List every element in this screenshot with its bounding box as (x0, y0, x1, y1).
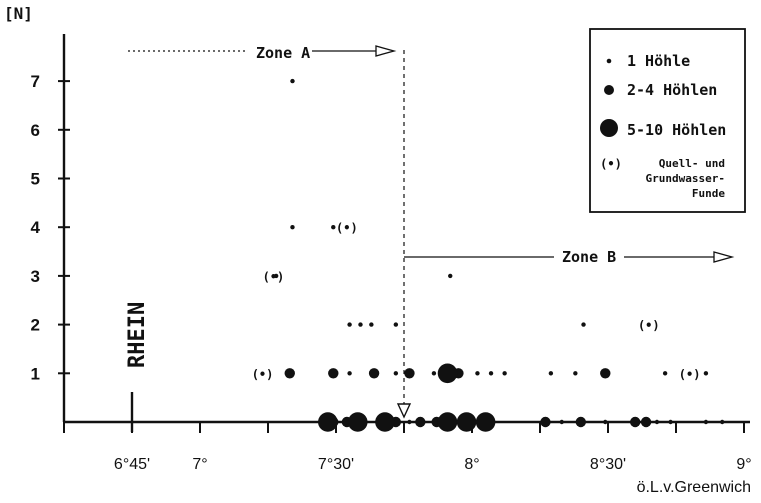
source-point-1: (•) (263, 270, 285, 284)
x-tick-label-5: 8°30' (590, 456, 626, 473)
x-tick-label-1: 6°45' (114, 456, 150, 473)
legend-label-1: 1 Höhle (627, 52, 690, 70)
y-tick-label-5: 5 (31, 170, 40, 189)
large-point-3-2 (347, 412, 368, 432)
y-tick-label-3: 3 (31, 267, 40, 286)
small-point-1-19 (573, 371, 578, 376)
source-point-4: (•) (638, 319, 660, 333)
zone-b-label: Zone B (562, 248, 616, 266)
x-tick-label-4: 8° (464, 456, 479, 473)
small-point-1-17 (502, 371, 507, 376)
legend-label-4: Quell- und Grundwasser-Funde (646, 157, 726, 200)
small-point-1-9 (448, 273, 453, 279)
y-tick-label-1: 1 (31, 364, 40, 383)
large-point-3-1 (318, 412, 338, 432)
large-point-3-7 (437, 363, 458, 384)
small-point-1-28 (668, 419, 673, 425)
large-point-3-6 (475, 412, 496, 432)
small-point-1-11 (347, 371, 352, 376)
x-tick-label-2: 7° (192, 456, 207, 473)
small-point-1-2 (290, 225, 295, 230)
small-point-1-8 (393, 322, 399, 327)
legend-large-symbol (600, 119, 618, 137)
medium-point-2-15 (640, 416, 652, 428)
medium-point-2-1 (284, 368, 295, 379)
source-point-5: (•) (679, 367, 701, 381)
small-point-1-24 (407, 419, 412, 425)
legend-source-symbol: (•) (600, 157, 622, 171)
legend-label-2: 2-4 Höhlen (627, 81, 717, 99)
zone-b-arrowhead (713, 251, 735, 263)
small-point-1-16 (488, 371, 494, 376)
medium-point-2-6 (600, 368, 611, 379)
source-point-2: (•) (336, 221, 358, 235)
zone-a-label: Zone A (256, 44, 310, 62)
y-tick-label-4: 4 (31, 218, 41, 237)
legend-medium-symbol (604, 85, 614, 95)
small-point-1-7 (358, 322, 363, 327)
medium-point-2-10 (415, 416, 426, 428)
medium-point-2-13 (575, 416, 586, 428)
small-point-1-5 (369, 322, 374, 327)
small-point-1-14 (431, 371, 437, 376)
small-point-1-18 (548, 371, 554, 376)
y-tick-label-6: 6 (31, 121, 40, 140)
medium-point-2-12 (540, 416, 551, 428)
x-axis-label: ö.L.v.Greenwich (637, 479, 751, 496)
medium-point-2-2 (328, 368, 339, 379)
small-point-1-4 (273, 273, 279, 279)
large-point-3-5 (456, 412, 477, 432)
medium-point-2-3 (368, 368, 380, 379)
medium-point-2-14 (630, 416, 641, 428)
x-tick-label-6: 9° (736, 456, 751, 473)
small-point-1-25 (559, 419, 564, 425)
medium-point-2-4 (404, 368, 415, 379)
legend-box (589, 28, 746, 213)
small-point-1-15 (475, 371, 480, 376)
zone-a-arrowhead (375, 45, 397, 57)
legend-label-3: 5-10 Höhlen (627, 121, 726, 139)
small-point-1-3 (331, 225, 336, 230)
x-tick-label-3: 7°30' (318, 456, 354, 473)
small-point-1-6 (347, 322, 352, 327)
small-point-1-12 (393, 371, 399, 376)
y-tick-label-7: 7 (31, 72, 40, 91)
y-axis-label: [N] (4, 4, 33, 23)
small-point-1-26 (603, 419, 608, 425)
small-point-1-1 (290, 78, 295, 84)
small-point-1-10 (581, 322, 586, 327)
small-point-1-20 (662, 371, 668, 376)
y-tick-label-2: 2 (31, 316, 40, 335)
source-point-3: (•) (252, 367, 274, 381)
small-point-1-27 (654, 419, 660, 425)
small-point-1-29 (703, 419, 709, 425)
large-point-3-4 (437, 412, 458, 432)
zone-boundary-arrowhead (396, 403, 412, 419)
rhein-label: RHEIN (125, 302, 150, 368)
large-point-3-3 (375, 412, 395, 432)
small-point-1-30 (720, 419, 725, 425)
legend-small-symbol (606, 58, 612, 64)
small-point-1-21 (703, 371, 709, 376)
